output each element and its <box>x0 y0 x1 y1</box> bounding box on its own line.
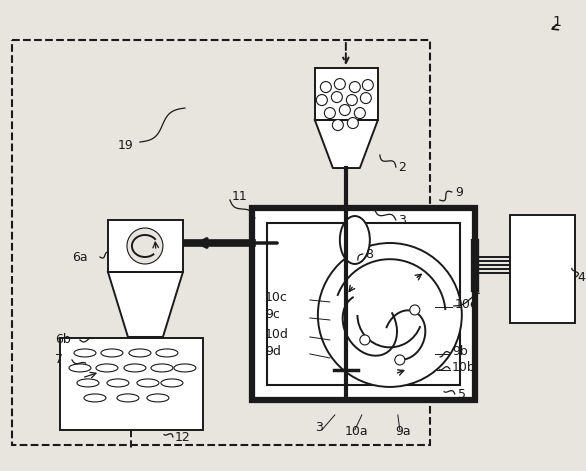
Ellipse shape <box>151 364 173 372</box>
Circle shape <box>360 335 370 345</box>
Circle shape <box>331 91 342 103</box>
Text: 6a: 6a <box>72 252 87 265</box>
Text: 12: 12 <box>175 431 190 445</box>
Ellipse shape <box>174 364 196 372</box>
Text: 2: 2 <box>398 161 406 173</box>
Text: 9a: 9a <box>395 425 410 439</box>
Text: 8: 8 <box>365 249 373 261</box>
Ellipse shape <box>101 349 123 357</box>
Bar <box>267 223 460 385</box>
Circle shape <box>395 355 405 365</box>
Text: 19: 19 <box>118 138 134 152</box>
Ellipse shape <box>340 216 370 264</box>
Text: 10b: 10b <box>452 361 476 374</box>
Ellipse shape <box>137 379 159 387</box>
Text: 10d: 10d <box>265 328 289 341</box>
Text: 7: 7 <box>55 353 63 366</box>
Text: 4: 4 <box>578 271 585 284</box>
Bar <box>252 208 475 400</box>
Bar <box>108 220 183 272</box>
Text: 10c: 10c <box>265 292 288 304</box>
Ellipse shape <box>147 394 169 402</box>
Ellipse shape <box>74 349 96 357</box>
Circle shape <box>127 228 163 264</box>
Ellipse shape <box>156 349 178 357</box>
Circle shape <box>325 107 335 119</box>
Ellipse shape <box>69 364 91 372</box>
Text: 9b: 9b <box>452 345 468 358</box>
Text: 1: 1 <box>553 15 561 29</box>
Ellipse shape <box>96 364 118 372</box>
Text: 11: 11 <box>232 189 248 203</box>
Text: 10a: 10a <box>345 425 369 439</box>
Ellipse shape <box>124 364 146 372</box>
Circle shape <box>332 120 343 130</box>
Ellipse shape <box>107 379 129 387</box>
Polygon shape <box>315 120 378 168</box>
Text: 6b: 6b <box>55 333 71 347</box>
Ellipse shape <box>77 379 99 387</box>
Text: 9: 9 <box>455 186 463 198</box>
Text: 3: 3 <box>398 213 406 227</box>
Circle shape <box>362 80 373 90</box>
Bar <box>12 40 430 445</box>
Circle shape <box>318 243 462 387</box>
Circle shape <box>355 107 365 119</box>
Circle shape <box>347 118 359 129</box>
Ellipse shape <box>117 394 139 402</box>
Polygon shape <box>108 272 183 337</box>
Circle shape <box>349 81 360 93</box>
Circle shape <box>316 95 328 106</box>
Circle shape <box>360 93 372 104</box>
Text: 9c: 9c <box>265 309 280 322</box>
Circle shape <box>321 81 331 93</box>
Circle shape <box>410 305 420 315</box>
Circle shape <box>335 79 345 89</box>
Bar <box>315 68 378 120</box>
Text: 5: 5 <box>458 389 466 401</box>
Text: 10e: 10e <box>455 299 478 311</box>
Bar <box>60 338 203 430</box>
Ellipse shape <box>84 394 106 402</box>
Bar <box>510 215 575 323</box>
Circle shape <box>346 95 357 106</box>
Ellipse shape <box>161 379 183 387</box>
Circle shape <box>339 105 350 115</box>
Text: 3: 3 <box>315 422 323 434</box>
Ellipse shape <box>129 349 151 357</box>
Text: 9d: 9d <box>265 345 281 358</box>
